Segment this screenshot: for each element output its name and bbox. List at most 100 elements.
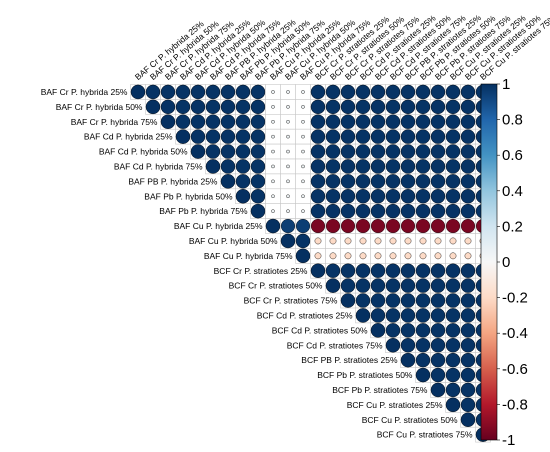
correlation-circle [175,114,191,129]
correlation-circle [415,99,431,115]
correlation-circle [250,99,266,115]
correlation-circle [314,252,322,260]
correlation-circle [430,278,446,293]
row-label: BCF Cr P. stratiotes 25% [214,266,308,276]
row-label: BCF Cd P. stratiotes 50% [272,325,368,335]
correlation-circle [205,99,221,115]
correlation-circle [301,179,305,184]
correlation-circle [430,293,446,308]
colorbar-tick-label: -0.2 [502,290,528,307]
correlation-circle [310,159,326,174]
correlation-circle [370,323,386,338]
correlation-circle [370,129,386,144]
correlation-circle [340,218,356,234]
correlation-circle [445,129,461,144]
correlation-circle [385,218,401,234]
row-label: BAF Pb P. hybrida 50% [144,191,233,201]
correlation-circle [400,308,416,323]
correlation-circle [190,144,206,159]
correlation-circle [160,84,176,100]
correlation-circle [460,159,476,174]
correlation-circle [310,129,326,144]
correlation-circle [175,99,191,115]
correlation-circle [460,84,476,100]
correlation-circle [265,218,281,234]
correlation-circle [415,293,431,308]
correlation-circle [445,203,461,219]
correlation-circle [355,159,371,174]
correlation-circle [460,293,476,308]
correlation-circle [430,382,446,398]
correlation-circle [310,144,326,159]
correlation-circle [301,90,305,94]
correlation-circle [389,252,397,260]
correlation-circle [370,203,386,219]
row-label: BCF Cd P. stratiotes 25% [257,310,353,320]
correlation-circle [355,114,371,129]
correlation-circle [340,144,356,159]
correlation-circle [370,99,386,115]
correlation-circle [445,84,461,100]
correlation-circle [445,144,461,159]
correlation-circle [370,144,386,159]
correlation-circle [430,129,446,144]
correlation-circle [400,114,416,129]
correlation-circle [250,129,266,144]
correlation-circle [430,367,446,383]
correlation-circle [430,338,446,353]
correlation-circle [415,129,431,144]
correlation-circle [220,159,236,174]
correlation-circle [385,189,401,204]
correlation-circle [340,99,356,115]
correlation-circle [355,203,371,219]
correlation-circle [310,203,326,219]
correlation-circle [400,84,416,100]
colorbar: 1 0.8 0.6 0.4 0.2 0 -0.2 -0.4 -0.6 -0.8 -1 [480,76,528,449]
correlation-circle [325,144,341,159]
correlation-circle [400,293,416,308]
correlation-circle [460,189,476,204]
correlation-circle [370,159,386,174]
correlation-circle [430,84,446,100]
correlation-circle [205,159,221,174]
correlation-circle [235,188,251,204]
correlation-circle [370,84,386,100]
row-label: BCF Pb P. stratiotes 75% [332,385,428,395]
correlation-circle [385,99,401,115]
correlation-circle [445,308,461,323]
correlation-circle [400,129,416,144]
correlation-circle [355,174,371,189]
correlation-circle [250,203,266,219]
correlation-circle [400,174,416,189]
correlation-circle [415,218,431,234]
correlation-circle [286,194,290,199]
correlation-circle [340,293,356,308]
correlation-circle [355,308,371,323]
correlation-circle [460,263,476,278]
correlation-circle [325,114,341,129]
correlation-circle [145,99,161,115]
colorbar-tick-label: -1 [502,432,515,449]
correlation-circle [271,149,275,154]
correlation-circle [190,114,206,129]
correlation-circle [355,293,371,308]
correlation-circle [445,263,461,278]
correlation-circle [325,84,341,100]
correlation-circle [400,263,416,278]
correlation-circle [340,114,356,129]
row-label: BAF Cr P. hybrida 25% [41,87,128,97]
correlation-circle [340,263,356,278]
correlation-circle [271,90,275,94]
correlation-circle [385,203,401,219]
correlation-circle [355,189,371,204]
correlation-circle [220,144,236,159]
row-label: BCF Cr P. stratiotes 50% [229,281,323,291]
correlation-circle [419,237,427,245]
correlation-circle [400,203,416,219]
correlation-circle [460,367,476,383]
correlation-circle [235,84,251,100]
correlation-circle [355,144,371,159]
correlation-circle [205,129,221,144]
correlation-circle [415,263,431,278]
correlation-circle [415,308,431,323]
